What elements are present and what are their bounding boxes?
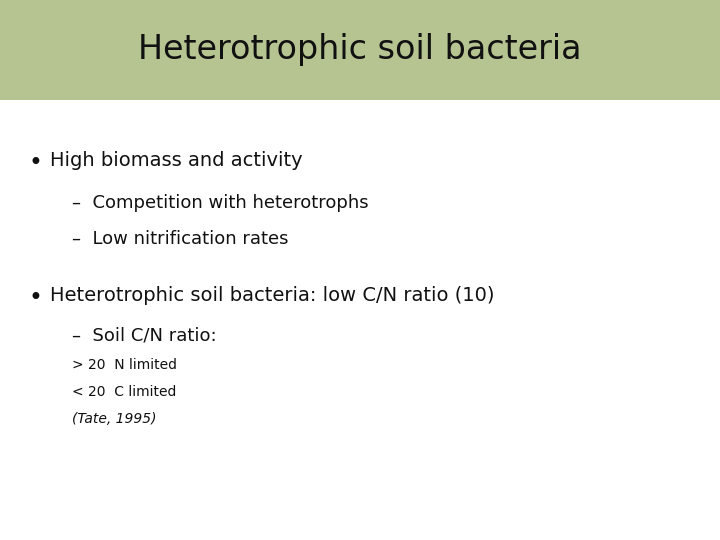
Text: •: • (29, 151, 42, 175)
Text: > 20  N limited: > 20 N limited (72, 358, 177, 372)
Text: (Tate, 1995): (Tate, 1995) (72, 412, 156, 426)
Text: Heterotrophic soil bacteria: Heterotrophic soil bacteria (138, 33, 582, 66)
Text: Heterotrophic soil bacteria: low C/N ratio (10): Heterotrophic soil bacteria: low C/N rat… (50, 286, 495, 305)
Text: –  Low nitrification rates: – Low nitrification rates (72, 230, 289, 247)
Text: < 20  C limited: < 20 C limited (72, 385, 176, 399)
Text: •: • (29, 286, 42, 310)
Text: –  Soil C/N ratio:: – Soil C/N ratio: (72, 327, 217, 345)
Text: –  Competition with heterotrophs: – Competition with heterotrophs (72, 194, 369, 212)
Text: High biomass and activity: High biomass and activity (50, 151, 303, 170)
FancyBboxPatch shape (0, 0, 720, 100)
